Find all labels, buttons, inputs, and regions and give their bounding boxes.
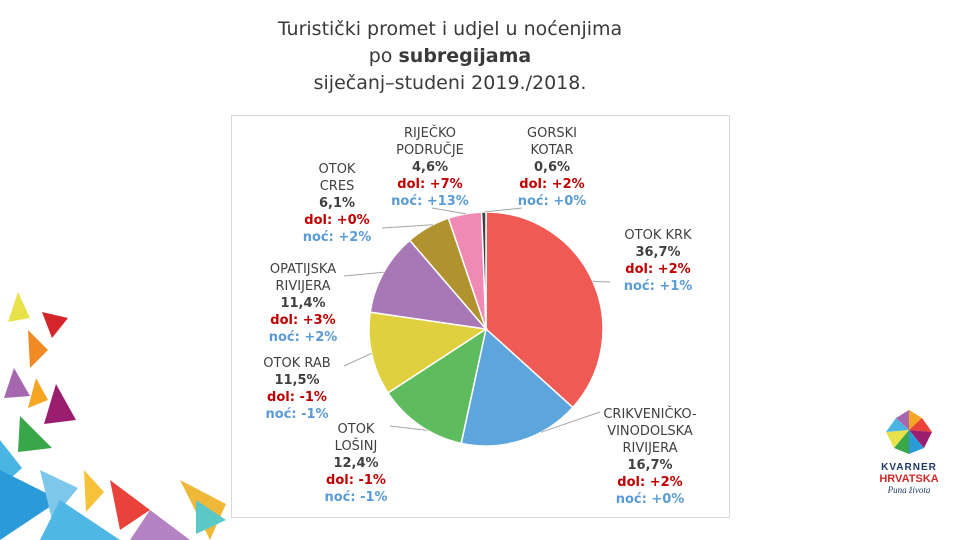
label-crikvenica-name-1: CRIKVENIČKO-	[603, 407, 697, 422]
pie-slice-crikveni-ko-vinodolska-rivijera	[460, 327, 574, 447]
label-losinj-name-1: OTOK	[337, 422, 375, 437]
label-gorski: GORSKI KOTAR 0,6% dol: +2% noć: +0%	[508, 125, 596, 210]
leader-line-5	[381, 224, 433, 229]
label-rab-pct: 11,5%	[274, 373, 320, 388]
kvarner-logo-icon	[886, 410, 932, 454]
label-cres-pct: 6,1%	[318, 196, 356, 211]
chart-title: Turistički promet i udjel u noćenjima po…	[190, 16, 710, 97]
label-rijeka: RIJEČKO PODRUČJE 4,6% dol: +7% noć: +13%	[382, 125, 478, 210]
leader-line-1	[540, 411, 601, 433]
label-cres: OTOK CRES 6,1% dol: +0% noć: +2%	[294, 161, 380, 246]
kvarner-logo: KVARNER HRVATSKA Puna života	[868, 408, 950, 495]
label-krk-dol: dol: +2%	[625, 262, 691, 277]
title-line-3: siječanj–studeni 2019./2018.	[313, 72, 587, 94]
pie-slice-otok-lo-inj	[386, 327, 488, 445]
label-rijeka-dol: dol: +7%	[397, 177, 463, 192]
label-crikvenica-pct: 16,7%	[627, 458, 673, 473]
label-rab-name: OTOK RAB	[263, 356, 331, 371]
label-crikvenica: CRIKVENIČKO- VINODOLSKA RIVIJERA 16,7% d…	[594, 406, 706, 508]
leader-line-0	[592, 280, 611, 283]
label-gorski-name-2: KOTAR	[530, 143, 574, 158]
label-cres-name-2: CRES	[319, 179, 355, 194]
logo-name: KVARNER	[881, 462, 937, 473]
label-gorski-noc: noć: +0%	[517, 194, 587, 209]
label-rab-dol: dol: -1%	[267, 390, 327, 405]
leader-line-3	[343, 352, 372, 367]
label-rijeka-noc: noć: +13%	[391, 194, 469, 209]
label-crikvenica-name-3: RIVIJERA	[622, 441, 678, 456]
label-opatija-noc: noć: +2%	[268, 330, 338, 345]
label-rijeka-name-2: PODRUČJE	[396, 143, 464, 158]
label-cres-dol: dol: +0%	[304, 213, 370, 228]
label-opatija: OPATIJSKA RIVIJERA 11,4% dol: +3% noć: +…	[260, 261, 346, 346]
title-line-2: po subregijama	[190, 43, 710, 70]
label-opatija-name-2: RIVIJERA	[275, 279, 331, 294]
title-line-1: Turistički promet i udjel u noćenjima	[277, 18, 623, 40]
label-losinj-name-2: LOŠINJ	[334, 439, 378, 454]
label-rab-noc: noć: -1%	[265, 407, 329, 422]
label-cres-noc: noć: +2%	[302, 230, 372, 245]
label-losinj-noc: noć: -1%	[324, 490, 388, 505]
label-rijeka-pct: 4,6%	[411, 160, 449, 175]
label-krk-name: OTOK KRK	[624, 228, 692, 243]
chart-frame: OTOK KRK 36,7% dol: +2% noć: +1% CRIKVEN…	[231, 115, 730, 518]
leader-line-2	[389, 425, 428, 431]
label-crikvenica-noc: noć: +0%	[615, 492, 685, 507]
label-krk: OTOK KRK 36,7% dol: +2% noć: +1%	[608, 227, 708, 295]
label-losinj-pct: 12,4%	[333, 456, 379, 471]
label-gorski-name-1: GORSKI	[527, 126, 577, 141]
label-krk-pct: 36,7%	[635, 245, 681, 260]
label-rijeka-name-1: RIJEČKO	[403, 126, 457, 141]
pie-slice-otok-rab	[368, 311, 489, 394]
label-gorski-dol: dol: +2%	[519, 177, 585, 192]
label-gorski-pct: 0,6%	[533, 160, 571, 175]
logo-tagline: Puna života	[887, 485, 931, 495]
label-cres-name-1: OTOK	[318, 162, 356, 177]
pie-chart	[343, 207, 611, 447]
title-line-2-prefix: po	[368, 45, 399, 67]
leader-line-7	[484, 207, 523, 213]
label-opatija-name-1: OPATIJSKA	[269, 262, 337, 277]
title-line-2-bold: subregijama	[398, 45, 532, 67]
label-crikvenica-dol: dol: +2%	[617, 475, 683, 490]
label-opatija-dol: dol: +3%	[270, 313, 336, 328]
label-rab: OTOK RAB 11,5% dol: -1% noć: -1%	[254, 355, 340, 423]
label-krk-noc: noć: +1%	[623, 279, 693, 294]
leader-line-4	[343, 271, 384, 277]
leader-line-6	[431, 207, 466, 215]
label-losinj: OTOK LOŠINJ 12,4% dol: -1% noć: -1%	[316, 421, 396, 506]
label-crikvenica-name-2: VINODOLSKA	[607, 424, 693, 439]
label-losinj-dol: dol: -1%	[326, 473, 386, 488]
logo-hrvatska: HRVATSKA	[879, 473, 939, 485]
label-opatija-pct: 11,4%	[280, 296, 326, 311]
